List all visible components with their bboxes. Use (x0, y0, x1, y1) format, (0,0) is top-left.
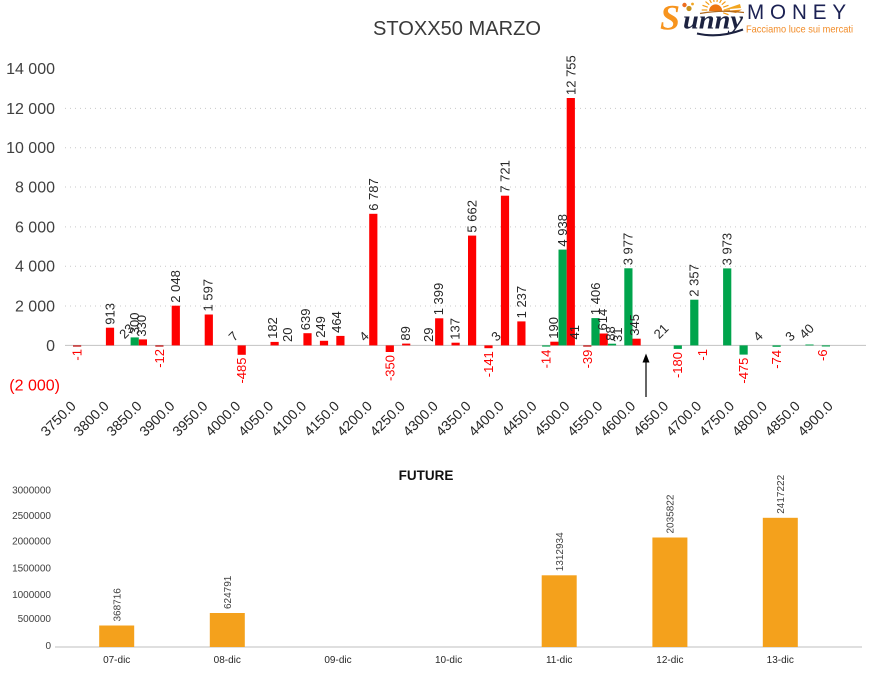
svg-text:345: 345 (627, 314, 642, 336)
svg-text:1 597: 1 597 (201, 279, 216, 312)
svg-text:41: 41 (567, 325, 582, 339)
svg-text:2000000: 2000000 (12, 537, 51, 548)
svg-text:20: 20 (280, 328, 295, 342)
svg-text:624791: 624791 (223, 575, 234, 609)
svg-text:639: 639 (298, 308, 313, 330)
svg-text:-141: -141 (481, 351, 496, 377)
svg-text:0: 0 (45, 641, 51, 652)
svg-text:1500000: 1500000 (12, 563, 51, 574)
svg-text:14 000: 14 000 (6, 61, 55, 78)
svg-text:4 938: 4 938 (555, 214, 570, 247)
svg-text:6 787: 6 787 (366, 178, 381, 211)
svg-text:-180: -180 (670, 352, 685, 378)
svg-text:12-dic: 12-dic (656, 655, 683, 666)
svg-text:STOXX50 MARZO: STOXX50 MARZO (373, 17, 541, 40)
svg-text:2 357: 2 357 (687, 264, 702, 297)
svg-text:Facciamo luce sui mercati: Facciamo luce sui mercati (746, 24, 853, 36)
svg-text:330: 330 (134, 315, 149, 337)
svg-text:4 000: 4 000 (15, 259, 55, 276)
svg-text:249: 249 (313, 316, 328, 338)
svg-text:2 048: 2 048 (168, 270, 183, 303)
svg-text:2035822: 2035822 (666, 494, 677, 533)
svg-text:31: 31 (610, 328, 625, 342)
svg-text:-14: -14 (539, 350, 554, 369)
svg-text:300: 300 (127, 312, 142, 334)
svg-text:-475: -475 (736, 358, 751, 384)
svg-text:2417222: 2417222 (776, 474, 787, 513)
svg-text:89: 89 (398, 326, 413, 340)
svg-text:1 406: 1 406 (588, 283, 603, 316)
svg-text:1 237: 1 237 (514, 286, 529, 319)
svg-text:12 755: 12 755 (564, 55, 579, 95)
svg-text:8 000: 8 000 (15, 180, 55, 197)
svg-text:12 000: 12 000 (6, 101, 55, 118)
svg-text:-485: -485 (234, 358, 249, 384)
svg-text:7 721: 7 721 (498, 160, 513, 193)
svg-text:2 000: 2 000 (15, 299, 55, 316)
svg-text:0: 0 (46, 338, 55, 355)
svg-text:913: 913 (103, 303, 118, 325)
svg-text:08-dic: 08-dic (214, 655, 241, 666)
svg-text:11-dic: 11-dic (546, 655, 573, 666)
svg-text:10 000: 10 000 (6, 140, 55, 157)
svg-text:3 973: 3 973 (720, 233, 735, 266)
svg-text:5 662: 5 662 (465, 200, 480, 233)
svg-text:-12: -12 (152, 349, 167, 368)
svg-text:13-dic: 13-dic (767, 655, 794, 666)
svg-text:88: 88 (603, 326, 618, 340)
svg-text:2500000: 2500000 (12, 511, 51, 522)
svg-text:FUTURE: FUTURE (399, 468, 454, 483)
svg-text:07-dic: 07-dic (103, 655, 130, 666)
svg-text:S: S (660, 0, 680, 38)
svg-text:614: 614 (595, 309, 610, 331)
svg-text:1 399: 1 399 (431, 283, 446, 316)
svg-text:unny: unny (683, 6, 744, 35)
svg-text:464: 464 (329, 311, 344, 333)
svg-text:1000000: 1000000 (12, 590, 51, 601)
svg-text:-6: -6 (815, 349, 830, 361)
svg-text:3000000: 3000000 (12, 486, 51, 497)
svg-text:(2 000): (2 000) (9, 377, 60, 394)
svg-text:10-dic: 10-dic (435, 655, 462, 666)
svg-text:MONEY: MONEY (747, 1, 852, 24)
svg-text:1312934: 1312934 (555, 532, 566, 571)
svg-text:-350: -350 (383, 355, 398, 381)
svg-text:-39: -39 (580, 350, 595, 369)
svg-text:-1: -1 (70, 349, 85, 361)
svg-text:29: 29 (421, 328, 436, 342)
svg-text:137: 137 (448, 318, 463, 340)
svg-text:182: 182 (265, 317, 280, 339)
svg-text:368716: 368716 (112, 588, 123, 622)
svg-text:500000: 500000 (18, 614, 52, 625)
svg-text:3 977: 3 977 (621, 233, 636, 266)
svg-text:-74: -74 (769, 350, 784, 369)
svg-text:09-dic: 09-dic (324, 655, 351, 666)
svg-text:190: 190 (546, 317, 561, 339)
svg-text:-1: -1 (695, 349, 710, 361)
svg-text:6 000: 6 000 (15, 219, 55, 236)
